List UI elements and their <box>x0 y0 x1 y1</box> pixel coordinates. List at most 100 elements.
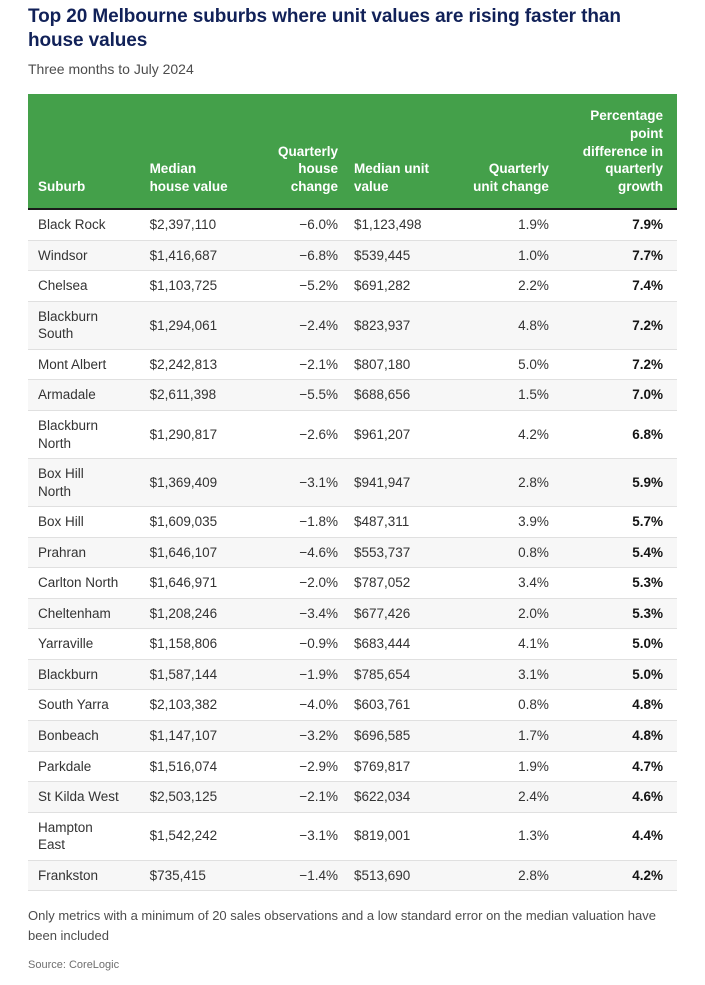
cell-quarterly-unit-change: 5.0% <box>462 349 557 381</box>
source-attribution: Source: CoreLogic <box>28 959 120 972</box>
cell-median-unit-value: $769,817 <box>345 751 463 783</box>
cell-quarterly-house-change: −6.0% <box>245 209 346 241</box>
cell-median-house-value: $1,587,144 <box>141 659 246 691</box>
cell-suburb: Parkdale <box>28 751 142 783</box>
cell-pct-point-difference: 4.8% <box>556 720 677 752</box>
cell-median-house-value: $1,609,035 <box>141 506 246 538</box>
cell-median-house-value: $1,290,817 <box>141 410 246 460</box>
table-row: Box Hill $1,609,035 −1.8% $487,311 3.9% 5.7% <box>28 506 677 538</box>
cell-quarterly-unit-change: 2.4% <box>462 781 557 813</box>
cell-quarterly-house-change: −4.6% <box>245 537 346 569</box>
col-header-median-unit-value: Median unit value <box>345 94 463 211</box>
table-row: Frankston $735,415 −1.4% $513,690 2.8% 4.2% <box>28 860 677 892</box>
cell-quarterly-unit-change: 4.2% <box>462 410 557 460</box>
cell-quarterly-house-change: −2.6% <box>245 410 346 460</box>
cell-quarterly-unit-change: 3.4% <box>462 567 557 599</box>
cell-pct-point-difference: 7.4% <box>556 270 677 302</box>
cell-pct-point-difference: 4.2% <box>556 860 677 892</box>
cell-suburb: South Yarra <box>28 689 142 721</box>
cell-quarterly-unit-change: 4.1% <box>462 628 557 660</box>
cell-median-unit-value: $553,737 <box>345 537 463 569</box>
table-row: Yarraville $1,158,806 −0.9% $683,444 4.1% 5.0… <box>28 628 677 660</box>
cell-quarterly-unit-change: 1.9% <box>462 209 557 241</box>
cell-pct-point-difference: 5.0% <box>556 628 677 660</box>
cell-suburb: Yarraville <box>28 628 142 660</box>
cell-pct-point-difference: 5.9% <box>556 458 677 508</box>
table-row: Carlton North $1,646,971 −2.0% $787,052 3.4%… <box>28 567 677 599</box>
cell-suburb: Blackburn <box>28 659 142 691</box>
table-row: Box Hill North $1,369,409 −3.1% $941,947 2.8… <box>28 458 677 508</box>
cell-pct-point-difference: 7.9% <box>556 209 677 241</box>
cell-median-unit-value: $487,311 <box>345 506 463 538</box>
cell-pct-point-difference: 4.6% <box>556 781 677 813</box>
cell-quarterly-unit-change: 1.9% <box>462 751 557 783</box>
cell-quarterly-house-change: −5.2% <box>245 270 346 302</box>
cell-quarterly-unit-change: 1.0% <box>462 240 557 272</box>
table-row: Hampton East $1,542,242 −3.1% $819,001 1.3% 4… <box>28 812 677 861</box>
cell-quarterly-house-change: −0.9% <box>245 628 346 660</box>
table-row: South Yarra $2,103,382 −4.0% $603,761 0.8% 4.… <box>28 689 677 721</box>
cell-median-house-value: $1,294,061 <box>141 301 246 350</box>
cell-suburb: Carlton North <box>28 567 142 599</box>
cell-pct-point-difference: 5.3% <box>556 567 677 599</box>
cell-quarterly-unit-change: 2.8% <box>462 458 557 508</box>
table-header: Suburb Median house value Quarterly hous… <box>28 94 677 211</box>
cell-median-house-value: $735,415 <box>141 860 246 892</box>
cell-quarterly-unit-change: 2.0% <box>462 598 557 630</box>
cell-median-unit-value: $819,001 <box>345 812 463 861</box>
cell-quarterly-house-change: −3.4% <box>245 598 346 630</box>
table-row: Windsor $1,416,687 −6.8% $539,445 1.0% 7.7% <box>28 240 677 272</box>
footnote: Only metrics with a minimum of 20 sales … <box>28 908 656 943</box>
cell-pct-point-difference: 5.0% <box>556 659 677 691</box>
cell-median-unit-value: $785,654 <box>345 659 463 691</box>
table-row: Blackburn South $1,294,061 −2.4% $823,937 4.… <box>28 301 677 350</box>
cell-pct-point-difference: 7.2% <box>556 301 677 350</box>
cell-quarterly-house-change: −1.4% <box>245 860 346 892</box>
cell-median-house-value: $1,542,242 <box>141 812 246 861</box>
cell-median-house-value: $2,611,398 <box>141 379 246 411</box>
col-header-quarterly-unit-change: Quarterly unit change <box>462 94 557 211</box>
cell-pct-point-difference: 5.7% <box>556 506 677 538</box>
cell-quarterly-house-change: −1.8% <box>245 506 346 538</box>
cell-quarterly-house-change: −2.1% <box>245 781 346 813</box>
cell-median-unit-value: $691,282 <box>345 270 463 302</box>
cell-quarterly-unit-change: 3.1% <box>462 659 557 691</box>
cell-suburb: Blackburn South <box>28 301 142 350</box>
cell-pct-point-difference: 5.4% <box>556 537 677 569</box>
table-row: Chelsea $1,103,725 −5.2% $691,282 2.2% 7.4% <box>28 270 677 302</box>
cell-suburb: Windsor <box>28 240 142 272</box>
cell-suburb: Chelsea <box>28 270 142 302</box>
cell-quarterly-unit-change: 1.5% <box>462 379 557 411</box>
cell-median-unit-value: $787,052 <box>345 567 463 599</box>
cell-median-house-value: $1,646,971 <box>141 567 246 599</box>
table-row: Armadale $2,611,398 −5.5% $688,656 1.5% 7.0% <box>28 379 677 411</box>
cell-suburb: Mont Albert <box>28 349 142 381</box>
data-table: Suburb Median house value Quarterly hous… <box>28 94 677 892</box>
cell-suburb: Bonbeach <box>28 720 142 752</box>
cell-median-unit-value: $622,034 <box>345 781 463 813</box>
cell-median-house-value: $1,646,107 <box>141 537 246 569</box>
cell-pct-point-difference: 4.8% <box>556 689 677 721</box>
table-row: Blackburn $1,587,144 −1.9% $785,654 3.1% 5.0% <box>28 659 677 691</box>
cell-pct-point-difference: 7.2% <box>556 349 677 381</box>
cell-median-unit-value: $1,123,498 <box>345 209 463 241</box>
page-title: Top 20 Melbourne suburbs where unit valu… <box>28 6 621 52</box>
cell-median-unit-value: $961,207 <box>345 410 463 460</box>
cell-median-unit-value: $807,180 <box>345 349 463 381</box>
table-row: St Kilda West $2,503,125 −2.1% $622,034 2.4%… <box>28 781 677 813</box>
cell-quarterly-unit-change: 1.3% <box>462 812 557 861</box>
table-body: Black Rock $2,397,110 −6.0% $1,123,498 1.9% 7… <box>28 209 677 892</box>
cell-median-house-value: $1,208,246 <box>141 598 246 630</box>
cell-median-house-value: $1,369,409 <box>141 458 246 508</box>
cell-pct-point-difference: 4.4% <box>556 812 677 861</box>
cell-quarterly-house-change: −2.0% <box>245 567 346 599</box>
cell-median-house-value: $1,516,074 <box>141 751 246 783</box>
cell-quarterly-house-change: −2.4% <box>245 301 346 350</box>
cell-quarterly-unit-change: 0.8% <box>462 689 557 721</box>
cell-suburb: Box Hill <box>28 506 142 538</box>
cell-quarterly-unit-change: 4.8% <box>462 301 557 350</box>
cell-quarterly-house-change: −5.5% <box>245 379 346 411</box>
table-row: Parkdale $1,516,074 −2.9% $769,817 1.9% 4.7% <box>28 751 677 783</box>
cell-suburb: Box Hill North <box>28 458 142 508</box>
table-row: Prahran $1,646,107 −4.6% $553,737 0.8% 5.4% <box>28 537 677 569</box>
